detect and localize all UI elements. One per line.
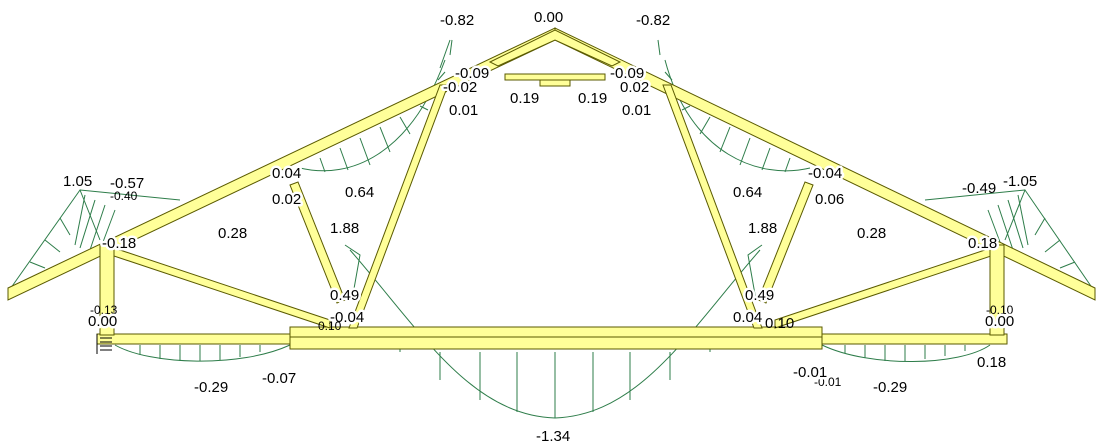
label-strut-top-left-a: -0.02 (443, 79, 477, 96)
label-top-right-peak: -0.82 (636, 12, 670, 29)
left-post (99, 244, 115, 336)
bottom-chord-center (289, 326, 823, 350)
label-right-support-low: 0.18 (977, 354, 1006, 371)
label-top-left-peak: -0.82 (440, 12, 474, 29)
right-lower-diagonal (774, 244, 1001, 329)
value-labels: 0.00 -0.82 -0.82 -0.09 -0.09 -0.02 0.02 … (63, 7, 1037, 446)
bottom-center-hatch (399, 345, 711, 418)
label-rafter-right-joint-a: -0.04 (808, 165, 842, 182)
upper-right-rafter-hatch (657, 39, 791, 173)
label-support-right: 0.00 (985, 313, 1014, 330)
label-support-left: 0.00 (88, 313, 117, 330)
label-eave-right-b: -1.05 (1003, 173, 1037, 190)
left-support (96, 334, 112, 354)
label-eave-left-a: 1.05 (63, 173, 92, 190)
label-post-left-low: -0.13 (90, 303, 118, 317)
label-bottom-right-span: -0.29 (873, 379, 907, 396)
left-long-web (348, 84, 449, 329)
label-strut-top-right-b: 0.01 (622, 102, 651, 119)
label-web-left-upper: 0.64 (345, 184, 374, 201)
label-eave-right-a: -0.49 (962, 180, 996, 197)
label-bottom-left-joint: -0.07 (262, 370, 296, 387)
label-bottom-right-joint-a: -0.01 (793, 364, 827, 381)
label-post-left: -0.18 (102, 235, 136, 252)
label-eave-left-c: -0.40 (110, 189, 138, 203)
top-left-collar-curve (439, 39, 451, 69)
bottom-chord-left (96, 333, 291, 345)
label-center-left-b: -0.04 (330, 309, 364, 326)
label-bottom-left-span: -0.29 (194, 379, 228, 396)
label-strut-top-left-b: 0.01 (449, 102, 478, 119)
label-web-right-mid: 1.88 (748, 220, 777, 237)
label-web-right-upper: 0.64 (733, 184, 762, 201)
collar-tie (504, 73, 606, 81)
moment-curves (7, 39, 1096, 419)
label-center-right-c: 0.10 (765, 315, 794, 332)
left-eave-moment-curve (7, 188, 181, 293)
label-center-right-b: 0.04 (733, 309, 762, 326)
collar-hanger (539, 79, 571, 87)
label-rafter-left-joint-a: 0.04 (272, 165, 301, 182)
right-long-web (662, 84, 763, 329)
bottom-left-moment-curve (114, 344, 291, 362)
bottom-chord-right (821, 333, 1008, 345)
label-post-right: 0.18 (968, 235, 997, 252)
left-eave-hatch (29, 194, 116, 269)
label-apex: 0.00 (534, 9, 563, 26)
left-lower-diagonal (104, 244, 331, 329)
left-short-web (289, 181, 346, 304)
label-web-left-mid: 1.88 (330, 220, 359, 237)
label-post-right-low: -0.10 (986, 303, 1014, 317)
label-collar-left-end: -0.09 (455, 65, 489, 82)
label-collar-right-mid: 0.19 (578, 90, 607, 107)
truss-members (7, 27, 1096, 350)
label-web-right-low: 0.28 (857, 225, 886, 242)
label-bottom-right-joint-b: -0.01 (814, 375, 842, 389)
label-rafter-left-joint-b: 0.02 (272, 191, 301, 208)
label-collar-left-mid: 0.19 (510, 90, 539, 107)
right-post (989, 244, 1005, 336)
apex-cap (488, 29, 622, 67)
label-center-left-a: 0.49 (330, 287, 359, 304)
right-eave-moment-curve (924, 188, 1096, 293)
label-bottom-center: -1.34 (536, 428, 570, 445)
label-collar-right-end: -0.09 (610, 65, 644, 82)
upper-left-rafter-hatch (319, 39, 453, 173)
label-center-left-c: 0.10 (318, 319, 342, 333)
right-short-web (757, 181, 814, 304)
label-eave-left-b: -0.57 (110, 175, 144, 192)
label-strut-top-right-a: 0.02 (620, 79, 649, 96)
left-web-moment-curve (344, 244, 361, 301)
bottom-right-hatch (844, 345, 966, 361)
bottom-left-hatch (139, 345, 261, 361)
label-center-right-a: 0.49 (745, 287, 774, 304)
label-web-left-low: 0.28 (218, 225, 247, 242)
right-web-moment-curve (747, 244, 763, 301)
right-eave-hatch (987, 194, 1076, 269)
bottom-right-moment-curve (821, 344, 991, 362)
label-rafter-right-joint-b: 0.06 (815, 191, 844, 208)
